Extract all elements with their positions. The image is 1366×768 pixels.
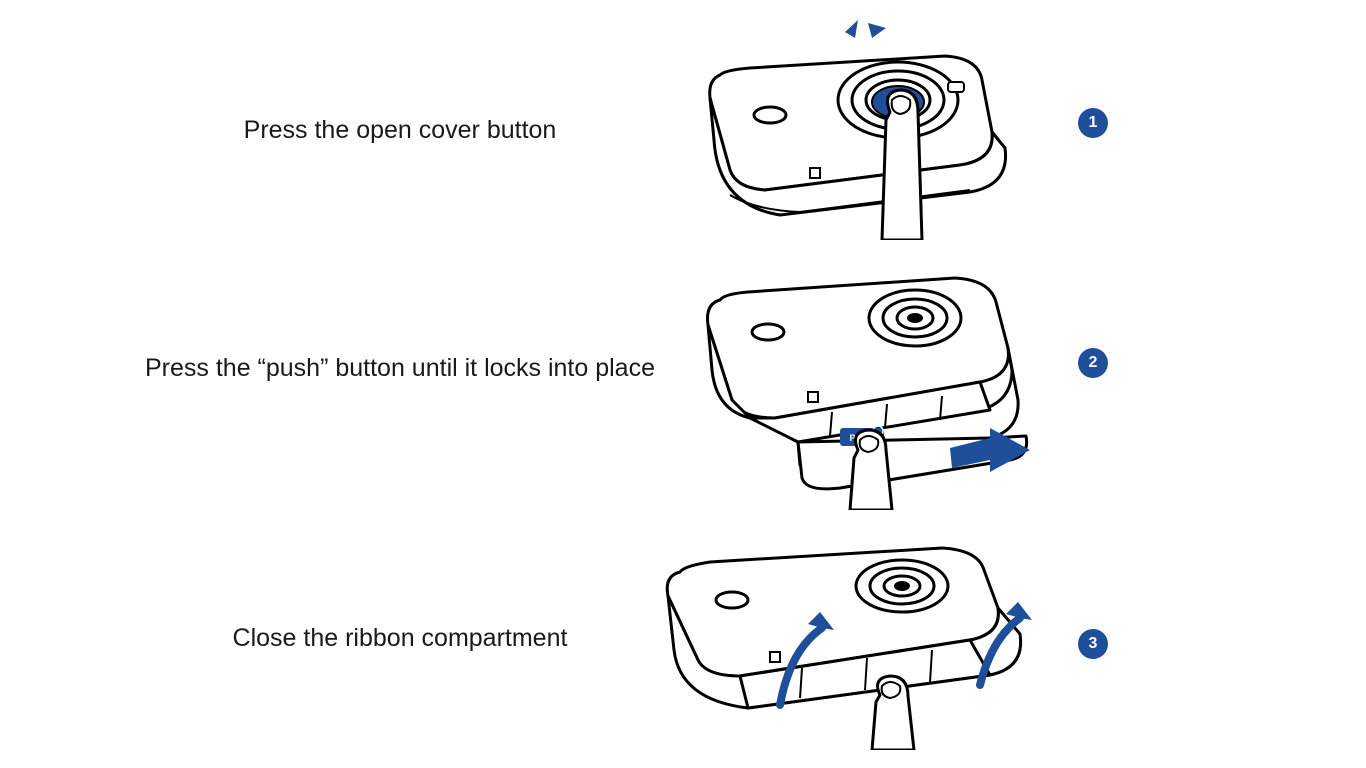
step-2-number: 2 (1089, 354, 1098, 372)
step-2-badge: 2 (1078, 348, 1108, 378)
step-3-number: 3 (1089, 635, 1098, 653)
step-3-badge: 3 (1078, 629, 1108, 659)
step-1-text: Press the open cover button (140, 112, 660, 148)
step-2-text: Press the “push” button until it locks i… (140, 350, 660, 386)
instruction-page: Press the open cover button (0, 0, 1366, 768)
device-close-compartment-svg (640, 530, 1060, 750)
step-3-text: Close the ribbon compartment (140, 620, 660, 656)
step-1-number: 1 (1089, 114, 1098, 132)
step-1-badge: 1 (1078, 108, 1108, 138)
step-2-illustration: PUSH (690, 260, 1060, 510)
step-3-illustration (640, 530, 1060, 750)
device-press-open-svg (690, 20, 1040, 240)
step-1-illustration (690, 20, 1040, 240)
device-insert-ribbon-svg: PUSH (690, 260, 1060, 510)
